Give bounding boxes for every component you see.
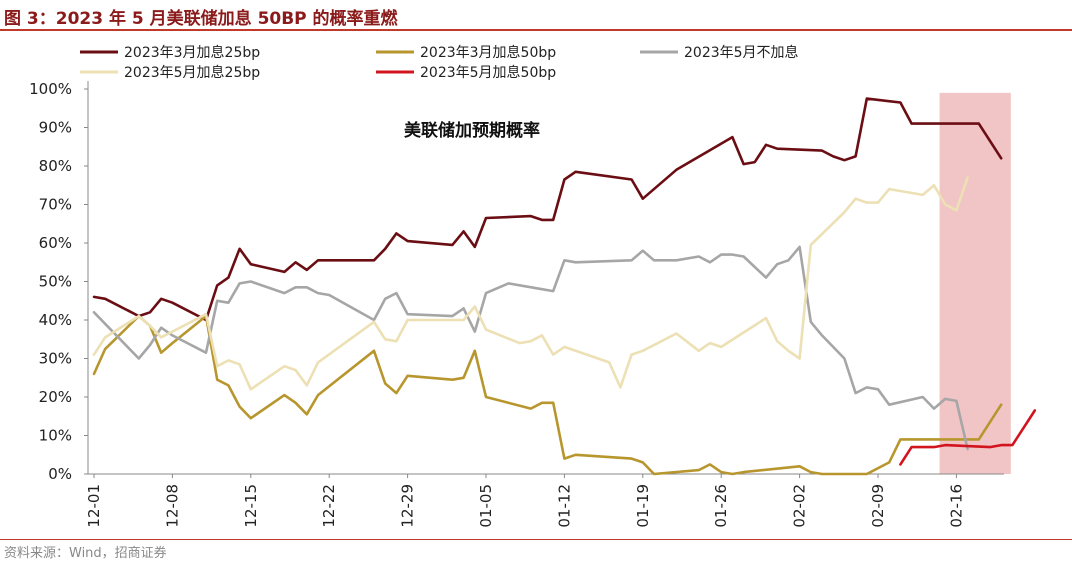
x-tick-label: 02-02 [791,484,809,528]
x-tick-label: 12-29 [399,484,417,528]
x-tick-label: 01-05 [477,484,495,528]
x-tick-label: 01-12 [555,484,573,528]
footer-rule [0,539,1072,540]
series-line-4 [92,176,969,391]
y-tick-label: 90% [39,119,72,137]
series-line-1 [92,97,1003,322]
y-tick-labels: 0% 10% 20% 30% 40% 50% 60% 70% 80% 90% 100% [29,80,88,483]
legend-label: 2023年3月加息50bp [420,44,556,61]
chart-annotation: 美联储加预期概率 [404,120,540,141]
legend-label: 2023年3月加息25bp [124,44,260,61]
y-tick-label: 60% [39,234,72,252]
source-note: 资料来源：Wind，招商证券 [4,546,167,561]
x-tick-label: 01-26 [712,484,730,528]
x-tick-labels: 12-01 12-08 12-15 12-22 12-29 01-05 01-12 01-19… [85,474,965,528]
y-tick-label: 50% [39,273,72,291]
series-lines [92,97,1037,476]
legend-label: 2023年5月加息25bp [124,64,260,81]
y-tick-label: 20% [39,388,72,406]
y-tick-label: 80% [39,157,72,175]
legend-label: 2023年5月不加息 [684,44,799,61]
series-line-5 [899,409,1037,466]
y-tick-label: 10% [39,427,72,445]
y-tick-label: 0% [48,465,72,483]
legend: 2023年3月加息25bp 2023年3月加息50bp 2023年5月不加息 2023… [80,44,799,81]
legend-label: 2023年5月加息50bp [420,64,556,81]
x-tick-label: 12-22 [320,484,338,528]
highlight-region [939,92,1011,474]
x-tick-label: 12-08 [163,484,181,528]
x-tick-label: 02-16 [947,484,965,528]
title-rule [0,29,1072,31]
y-tick-label: 100% [29,80,72,98]
x-tick-label: 12-15 [242,484,260,528]
line-chart: 0%10%20%30%40%50%60%70%80%90%100% 12-01 1… [29,44,1037,528]
x-tick-label: 02-09 [869,484,887,528]
highlight-region-layer [939,92,1011,474]
series-line-3 [92,245,969,451]
y-tick-label: 30% [39,350,72,368]
axes [87,81,1004,475]
x-tick-label: 12-01 [85,484,103,528]
page-title: 图 3：2023 年 5 月美联储加息 50BP 的概率重燃 [4,9,398,29]
y-tick-label: 70% [39,196,72,214]
y-tick-label: 40% [39,311,72,329]
series-line-2 [92,314,1003,476]
x-tick-label: 01-19 [634,484,652,528]
